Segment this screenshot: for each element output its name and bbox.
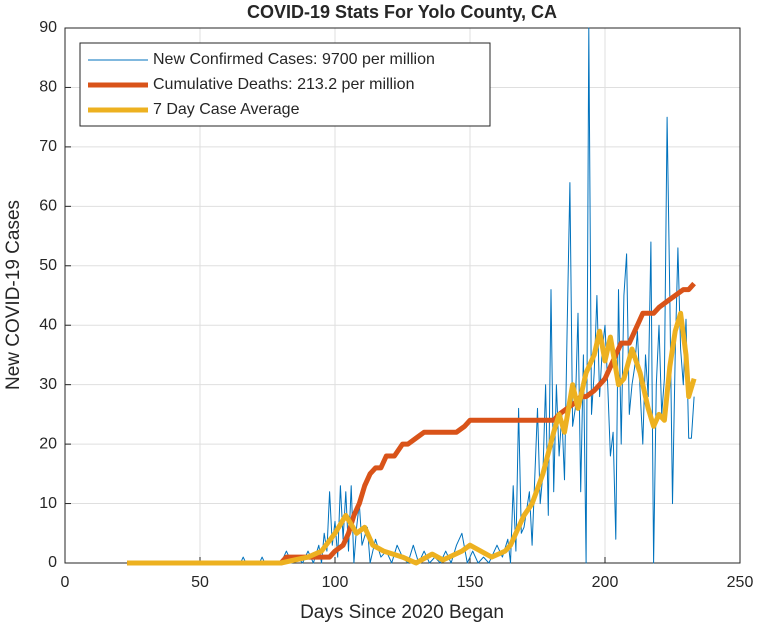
x-tick-label: 100 <box>322 574 349 591</box>
plot-frame <box>64 27 741 564</box>
x-tick-label: 50 <box>191 574 209 591</box>
y-tick-label: 40 <box>39 316 57 333</box>
legend-label: New Confirmed Cases: 9700 per million <box>153 51 435 68</box>
y-tick-label: 60 <box>39 198 57 215</box>
y-tick-label: 70 <box>39 138 57 155</box>
y-tick-label: 50 <box>39 257 57 274</box>
legend-box <box>79 42 491 127</box>
legend-label: 7 Day Case Average <box>153 101 300 118</box>
legend-label: Cumulative Deaths: 213.2 per million <box>153 76 414 93</box>
y-tick-label: 20 <box>39 435 57 452</box>
y-tick-label: 0 <box>48 554 57 571</box>
y-tick-label: 80 <box>39 79 57 96</box>
series-line <box>127 27 695 564</box>
y-tick-label: 90 <box>39 19 57 36</box>
x-tick-label: 200 <box>592 574 619 591</box>
y-axis-label: New COVID-19 Cases <box>3 200 24 390</box>
series-line <box>127 310 697 566</box>
y-tick-label: 30 <box>39 376 57 393</box>
x-axis-label: Days Since 2020 Began <box>300 602 504 623</box>
x-tick-label: 0 <box>61 574 70 591</box>
series-line <box>127 281 696 566</box>
x-tick-label: 150 <box>457 574 484 591</box>
y-tick-label: 10 <box>39 495 57 512</box>
x-tick-label: 250 <box>727 574 754 591</box>
chart-title: COVID-19 Stats For Yolo County, CA <box>247 2 557 22</box>
